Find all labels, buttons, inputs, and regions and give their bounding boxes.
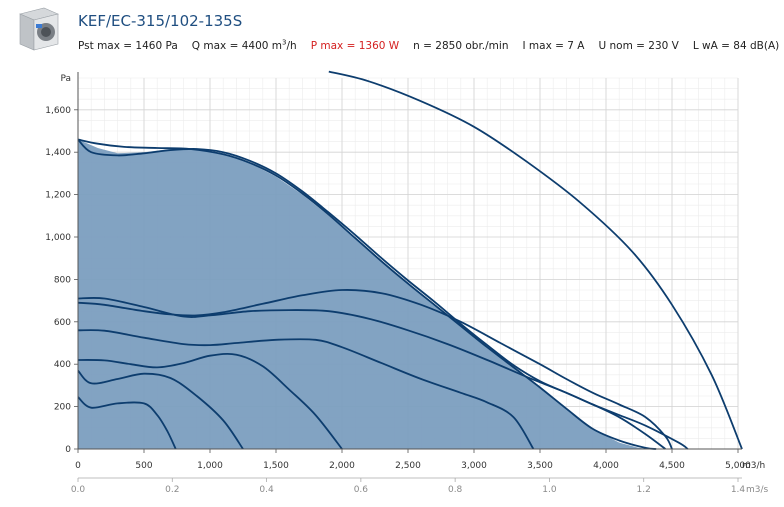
p-max-value: P max = 1360 W (310, 39, 400, 52)
x-axis-label: m3/h (742, 461, 765, 471)
performance-curve-6 (77, 352, 343, 450)
x2-tick-label: 1.0 (542, 485, 557, 495)
x-tick-label: 1,000 (197, 461, 223, 471)
x2-tick-label: 1.2 (637, 485, 651, 495)
x-tick-label: 4,500 (659, 461, 685, 471)
x2-tick-label: 0.4 (259, 485, 274, 495)
y-tick-label: 200 (54, 403, 71, 413)
working-area (78, 139, 653, 449)
y-axis-label: Pa (60, 74, 71, 84)
x2-axis-label: m3/s (746, 485, 769, 495)
x-tick-label: 500 (135, 461, 152, 471)
x2-tick-label: 0.6 (354, 485, 369, 495)
q-max-value: Q max = 4400 m3/h (191, 38, 297, 52)
fan-model-title: KEF/EC-315/102-135S (78, 12, 243, 30)
performance-curves (77, 70, 743, 450)
y-tick-label: 400 (54, 360, 71, 370)
x-tick-label: 3,000 (461, 461, 487, 471)
performance-curve-7 (77, 369, 244, 450)
x2-tick-label: 0.0 (71, 485, 86, 495)
x-tick-label: 2,500 (395, 461, 421, 471)
y-tick-label: 0 (65, 445, 71, 455)
fan-box-image (19, 7, 59, 51)
performance-curve-2 (77, 138, 657, 450)
fan-specs: Pst max = 1460 Pa Q max = 4400 m3/h P max … (78, 38, 784, 52)
y-tick-label: 800 (54, 275, 71, 285)
axes (74, 72, 742, 482)
y-tick-label: 1,400 (45, 148, 71, 158)
y-tick-label: 1,000 (45, 233, 71, 243)
x-tick-label: 5,000 (725, 461, 751, 471)
y-tick-label: 1,200 (45, 191, 71, 201)
pst-max-value: Pst max = 1460 Pa (78, 39, 178, 52)
x2-tick-label: 0.2 (165, 485, 179, 495)
performance-curve-4 (77, 296, 689, 450)
performance-curve-5 (77, 329, 535, 450)
header: KEF/EC-315/102-135S Pst max = 1460 Pa Q m… (0, 0, 784, 62)
x-tick-label: 4,000 (593, 461, 619, 471)
speed-value: n = 2850 obr./min (413, 39, 509, 52)
x-tick-label: 1,500 (263, 461, 289, 471)
axis-labels: 0 200 400 600 800 1,000 1,200 1,400 1,600 Pa 0 500 1… (45, 74, 768, 495)
u-nom-value: U nom = 230 V (598, 39, 679, 52)
lwa-value: L wA = 84 dB(A) (692, 39, 780, 52)
x-tick-label: 0 (75, 461, 81, 471)
performance-curve-8 (77, 396, 177, 450)
performance-curve-9 (328, 70, 743, 450)
x2-tick-label: 0.8 (448, 485, 463, 495)
x-tick-label: 2,000 (329, 461, 355, 471)
x2-tick-label: 1.4 (731, 485, 746, 495)
x-tick-label: 3,500 (527, 461, 553, 471)
y-tick-label: 600 (54, 318, 71, 328)
i-max-value: I max = 7 A (522, 39, 585, 52)
y-tick-label: 1,600 (45, 106, 71, 116)
